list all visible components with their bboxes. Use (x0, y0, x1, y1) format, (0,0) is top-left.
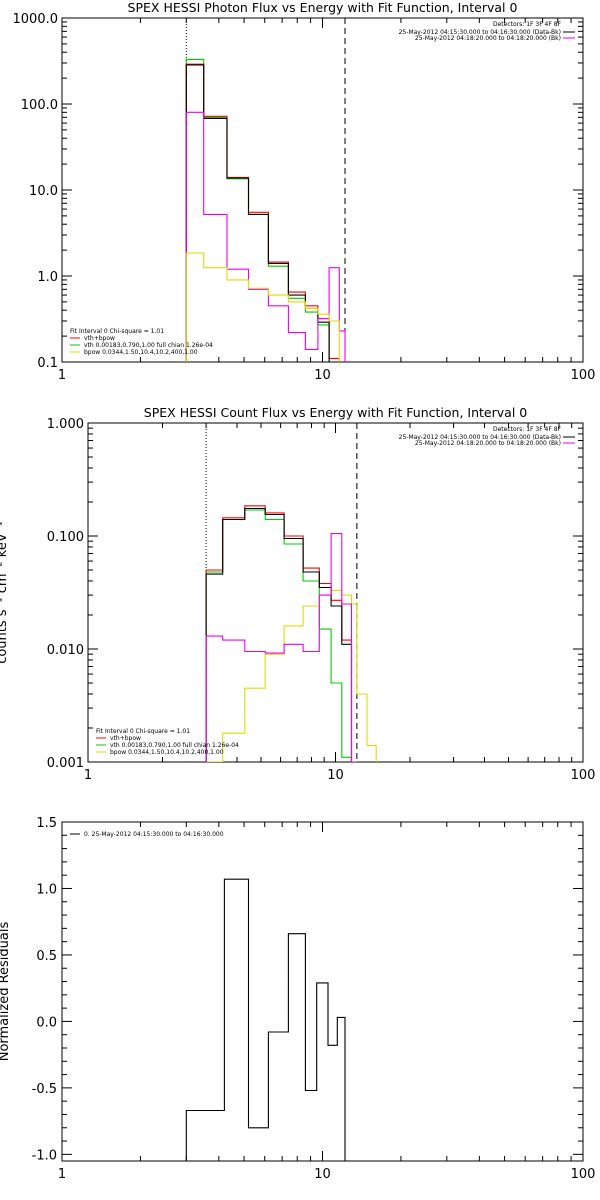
y-tick-label: 10.0 (29, 184, 58, 199)
legend-title: Fit Interval 0 Chi-square = 1.01 (96, 728, 190, 735)
legend-entry: vth 0.00183,0.790,1.00 full chian 1.26e-… (110, 742, 239, 749)
plot-frame (61, 821, 584, 1162)
x-tick-label: 10 (327, 768, 344, 783)
plot-frame (87, 422, 584, 763)
legend-entry: 25-May-2012 04:18:20.000 to 04:18:20.000… (415, 35, 561, 42)
y-tick-label: 1.0 (36, 882, 57, 897)
series-histogram (205, 507, 353, 762)
legend-entry: vth+bpow (110, 735, 141, 742)
series-histogram (205, 533, 357, 762)
x-tick-label: 1 (58, 368, 66, 383)
chart-title: SPEX HESSI Count Flux vs Energy with Fit… (144, 405, 527, 420)
x-tick-label: 100 (571, 768, 596, 783)
x-tick-label: 10 (314, 1167, 331, 1182)
series-histogram (185, 111, 346, 362)
series-histogram (205, 505, 353, 762)
legend-entry: bpow 0.0344,1.50,10.4,10.2,400,1.00 (110, 749, 224, 756)
series-histogram (185, 63, 340, 362)
legend-entry: 25-May-2012 04:15:30.000 to 04:16:30.000… (399, 29, 561, 36)
y-tick-label: 0.1 (37, 356, 58, 371)
legend-entry: vth 0.00183,0.790,1.00 full chian 1.26e-… (84, 342, 213, 349)
series-histogram (206, 589, 377, 762)
legend-title: Detectors: 1F 3F 4F 8F (493, 426, 562, 433)
y-tick-label: 1000.0 (13, 12, 59, 27)
series-histogram (185, 878, 346, 1161)
legend-entry: 0. 25-May-2012 04:15:30.000 to 04:16:30.… (84, 831, 224, 838)
legend-entry: vth+bpow (84, 335, 115, 342)
x-tick-label: 1 (58, 1167, 66, 1182)
y-tick-label: 0.010 (47, 643, 84, 658)
plot-frame (61, 17, 584, 363)
y-tick-label: 100.0 (21, 98, 58, 113)
y-tick-label: 0.5 (36, 949, 57, 964)
chart-title: SPEX HESSI Photon Flux vs Energy with Fi… (128, 0, 518, 15)
x-tick-label: 10 (314, 368, 331, 383)
series-histogram (185, 252, 340, 362)
legend-entry: 25-May-2012 04:18:20.000 to 04:18:20.000… (415, 440, 561, 447)
y-axis-label: Normalized Residuals (0, 922, 12, 1062)
y-tick-label: 1.000 (47, 417, 84, 432)
y-tick-label: -0.5 (32, 1082, 57, 1097)
series-histogram (205, 509, 353, 762)
x-tick-label: 1 (84, 768, 92, 783)
series-histogram (185, 58, 340, 362)
y-tick-label: -1.0 (32, 1148, 57, 1163)
legend-title: Fit Interval 0 Chi-square = 1.01 (70, 328, 164, 335)
y-tick-label: 1.5 (36, 816, 57, 831)
y-tick-label: 0.100 (47, 530, 84, 545)
y-tick-label: 0.0 (36, 1015, 57, 1030)
y-tick-label: 0.001 (47, 756, 84, 771)
x-tick-label: 100 (571, 1167, 596, 1182)
x-tick-label: 100 (571, 368, 596, 383)
y-tick-label: 1.0 (37, 270, 58, 285)
series-histogram (185, 64, 340, 362)
legend-entry: 25-May-2012 04:15:30.000 to 04:16:30.000… (399, 434, 561, 441)
y-axis-label: counts s⁻¹ cm⁻² keV⁻¹ (0, 521, 10, 664)
legend-title: Detectors: 1F 3F 4F 8F (493, 21, 562, 28)
legend-entry: bpow 0.0344,1.50,10.4,10.2,400,1.00 (84, 349, 198, 356)
